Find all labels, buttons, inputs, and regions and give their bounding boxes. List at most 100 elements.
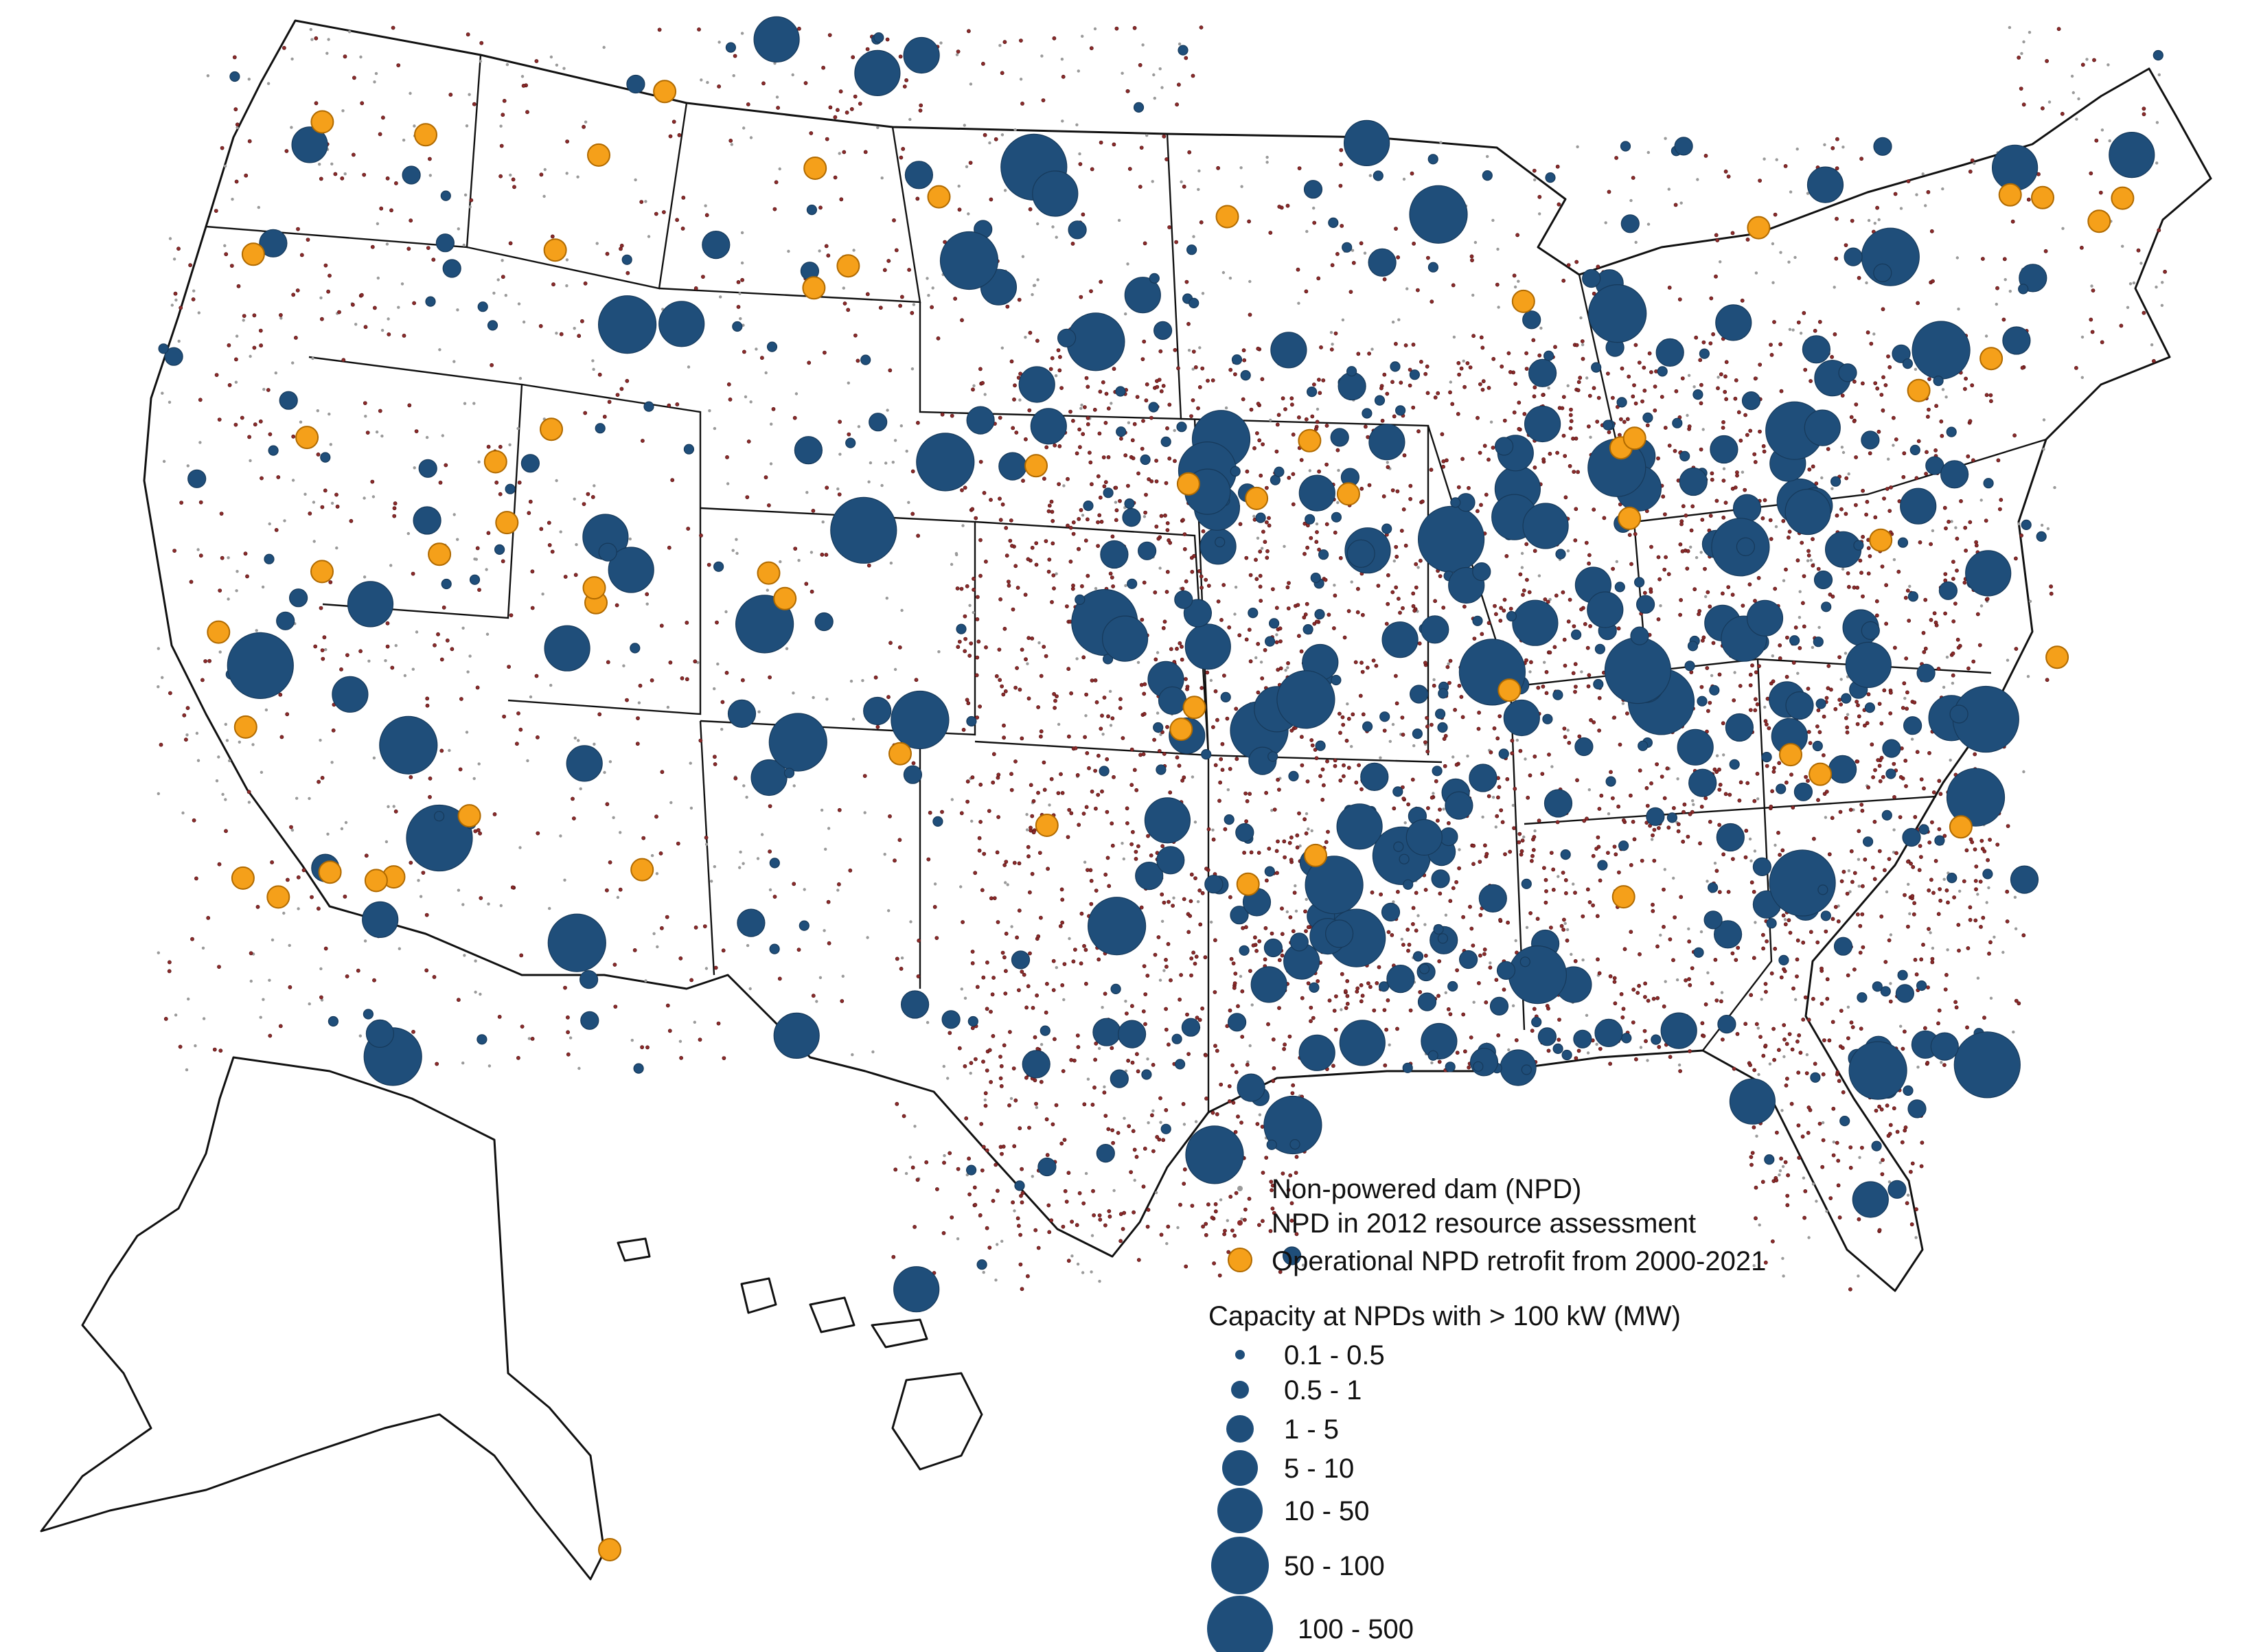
npd-2012-red-dot	[1902, 681, 1907, 686]
npd-2012-red-dot	[1302, 521, 1307, 526]
npd-2012-red-dot	[1730, 486, 1735, 491]
npd-2012-red-dot	[1165, 521, 1170, 525]
npd-gray-dot	[634, 178, 637, 182]
npd-2012-red-dot	[967, 1156, 971, 1161]
npd-2012-red-dot	[1835, 513, 1839, 518]
npd-2012-red-dot	[842, 301, 847, 306]
npd-2012-red-dot	[285, 712, 290, 717]
npd-2012-red-dot	[940, 810, 944, 814]
npd-2012-red-dot	[1651, 996, 1656, 1001]
npd-2012-red-dot	[1887, 857, 1892, 861]
npd-2012-red-dot	[1681, 504, 1686, 509]
npd-2012-red-dot	[1727, 792, 1732, 797]
npd-gray-dot	[1379, 756, 1382, 759]
npd-gray-dot	[1781, 1165, 1785, 1169]
npd-2012-red-dot	[904, 78, 908, 82]
npd-2012-red-dot	[1086, 517, 1090, 522]
npd-2012-red-dot	[1482, 952, 1486, 956]
npd-2012-red-dot	[1263, 647, 1267, 652]
npd-2012-red-dot	[1754, 1022, 1759, 1026]
npd-gray-dot	[742, 784, 746, 788]
npd-2012-red-dot	[1213, 1209, 1218, 1214]
npd-2012-red-dot	[1333, 530, 1338, 535]
npd-2012-red-dot	[2005, 919, 2010, 923]
npd-gray-dot	[1392, 900, 1395, 904]
npd-2012-red-dot	[1438, 891, 1443, 896]
npd-2012-red-dot	[1400, 715, 1405, 720]
npd-2012-red-dot	[1666, 825, 1671, 830]
npd-2012-red-dot	[1645, 423, 1650, 428]
npd-2012-red-dot	[1814, 481, 1819, 486]
npd-gray-dot	[1156, 711, 1160, 715]
npd-2012-red-dot	[1980, 847, 1985, 851]
npd-2012-red-dot	[1561, 928, 1565, 932]
npd-2012-red-dot	[846, 308, 851, 312]
npd-2012-red-dot	[1447, 680, 1451, 685]
npd-2012-red-dot	[1679, 522, 1684, 527]
npd-2012-red-dot	[1259, 599, 1263, 603]
npd-2012-red-dot	[246, 790, 251, 794]
capacity-circle	[477, 301, 488, 312]
npd-2012-red-dot	[1877, 702, 1882, 706]
npd-2012-red-dot	[1791, 986, 1795, 991]
npd-gray-dot	[518, 846, 522, 849]
npd-gray-dot	[227, 556, 230, 560]
npd-gray-dot	[967, 212, 970, 216]
npd-gray-dot	[1143, 515, 1147, 518]
npd-2012-red-dot	[1708, 341, 1713, 345]
npd-2012-red-dot	[1160, 892, 1164, 897]
npd-2012-red-dot	[1915, 750, 1920, 755]
npd-2012-red-dot	[1881, 375, 1885, 380]
npd-gray-dot	[319, 738, 322, 742]
npd-2012-red-dot	[1069, 811, 1074, 816]
npd-2012-red-dot	[1039, 729, 1044, 734]
npd-2012-red-dot	[1129, 842, 1134, 847]
npd-2012-red-dot	[1817, 319, 1822, 324]
npd-gray-dot	[1439, 141, 1443, 144]
capacity-circle	[1141, 1069, 1152, 1080]
npd-gray-dot	[1449, 380, 1452, 384]
npd-2012-red-dot	[1934, 623, 1939, 628]
npd-2012-red-dot	[198, 500, 203, 505]
npd-2012-red-dot	[1052, 691, 1056, 696]
npd-2012-red-dot	[1408, 483, 1413, 488]
npd-gray-dot	[1699, 930, 1703, 934]
npd-gray-dot	[215, 779, 219, 783]
npd-2012-red-dot	[994, 674, 999, 678]
npd-2012-red-dot	[1719, 999, 1723, 1004]
npd-2012-red-dot	[1198, 922, 1203, 927]
capacity-circle	[1646, 807, 1665, 826]
npd-2012-red-dot	[188, 263, 192, 268]
npd-gray-dot	[1782, 1274, 1785, 1278]
npd-2012-red-dot	[1618, 417, 1623, 422]
npd-2012-red-dot	[1065, 604, 1069, 608]
npd-gray-dot	[477, 762, 481, 766]
npd-2012-red-dot	[1685, 566, 1690, 571]
npd-2012-red-dot	[1927, 377, 1931, 381]
capacity-circle	[1030, 408, 1067, 445]
npd-2012-red-dot	[497, 1015, 502, 1019]
npd-2012-red-dot	[1191, 398, 1195, 402]
npd-2012-red-dot	[1141, 1009, 1146, 1013]
npd-2012-red-dot	[1053, 706, 1057, 710]
npd-2012-red-dot	[1163, 513, 1167, 518]
npd-gray-dot	[769, 462, 773, 466]
npd-2012-red-dot	[583, 411, 588, 415]
npd-gray-dot	[779, 560, 782, 564]
npd-2012-red-dot	[1457, 683, 1462, 688]
npd-2012-red-dot	[411, 571, 415, 576]
npd-2012-red-dot	[1819, 966, 1824, 971]
npd-2012-red-dot	[1830, 1020, 1835, 1024]
npd-2012-red-dot	[1243, 1217, 1247, 1222]
npd-2012-red-dot	[824, 244, 829, 249]
npd-2012-red-dot	[1110, 821, 1114, 826]
npd-2012-red-dot	[667, 403, 671, 408]
npd-2012-red-dot	[1066, 1259, 1071, 1263]
npd-2012-red-dot	[1761, 444, 1766, 448]
npd-2012-red-dot	[1106, 406, 1111, 411]
npd-2012-red-dot	[1446, 1007, 1451, 1011]
npd-2012-red-dot	[1574, 1056, 1579, 1060]
npd-2012-red-dot	[996, 772, 1001, 777]
npd-2012-red-dot	[1134, 788, 1139, 792]
npd-2012-red-dot	[1001, 692, 1006, 697]
